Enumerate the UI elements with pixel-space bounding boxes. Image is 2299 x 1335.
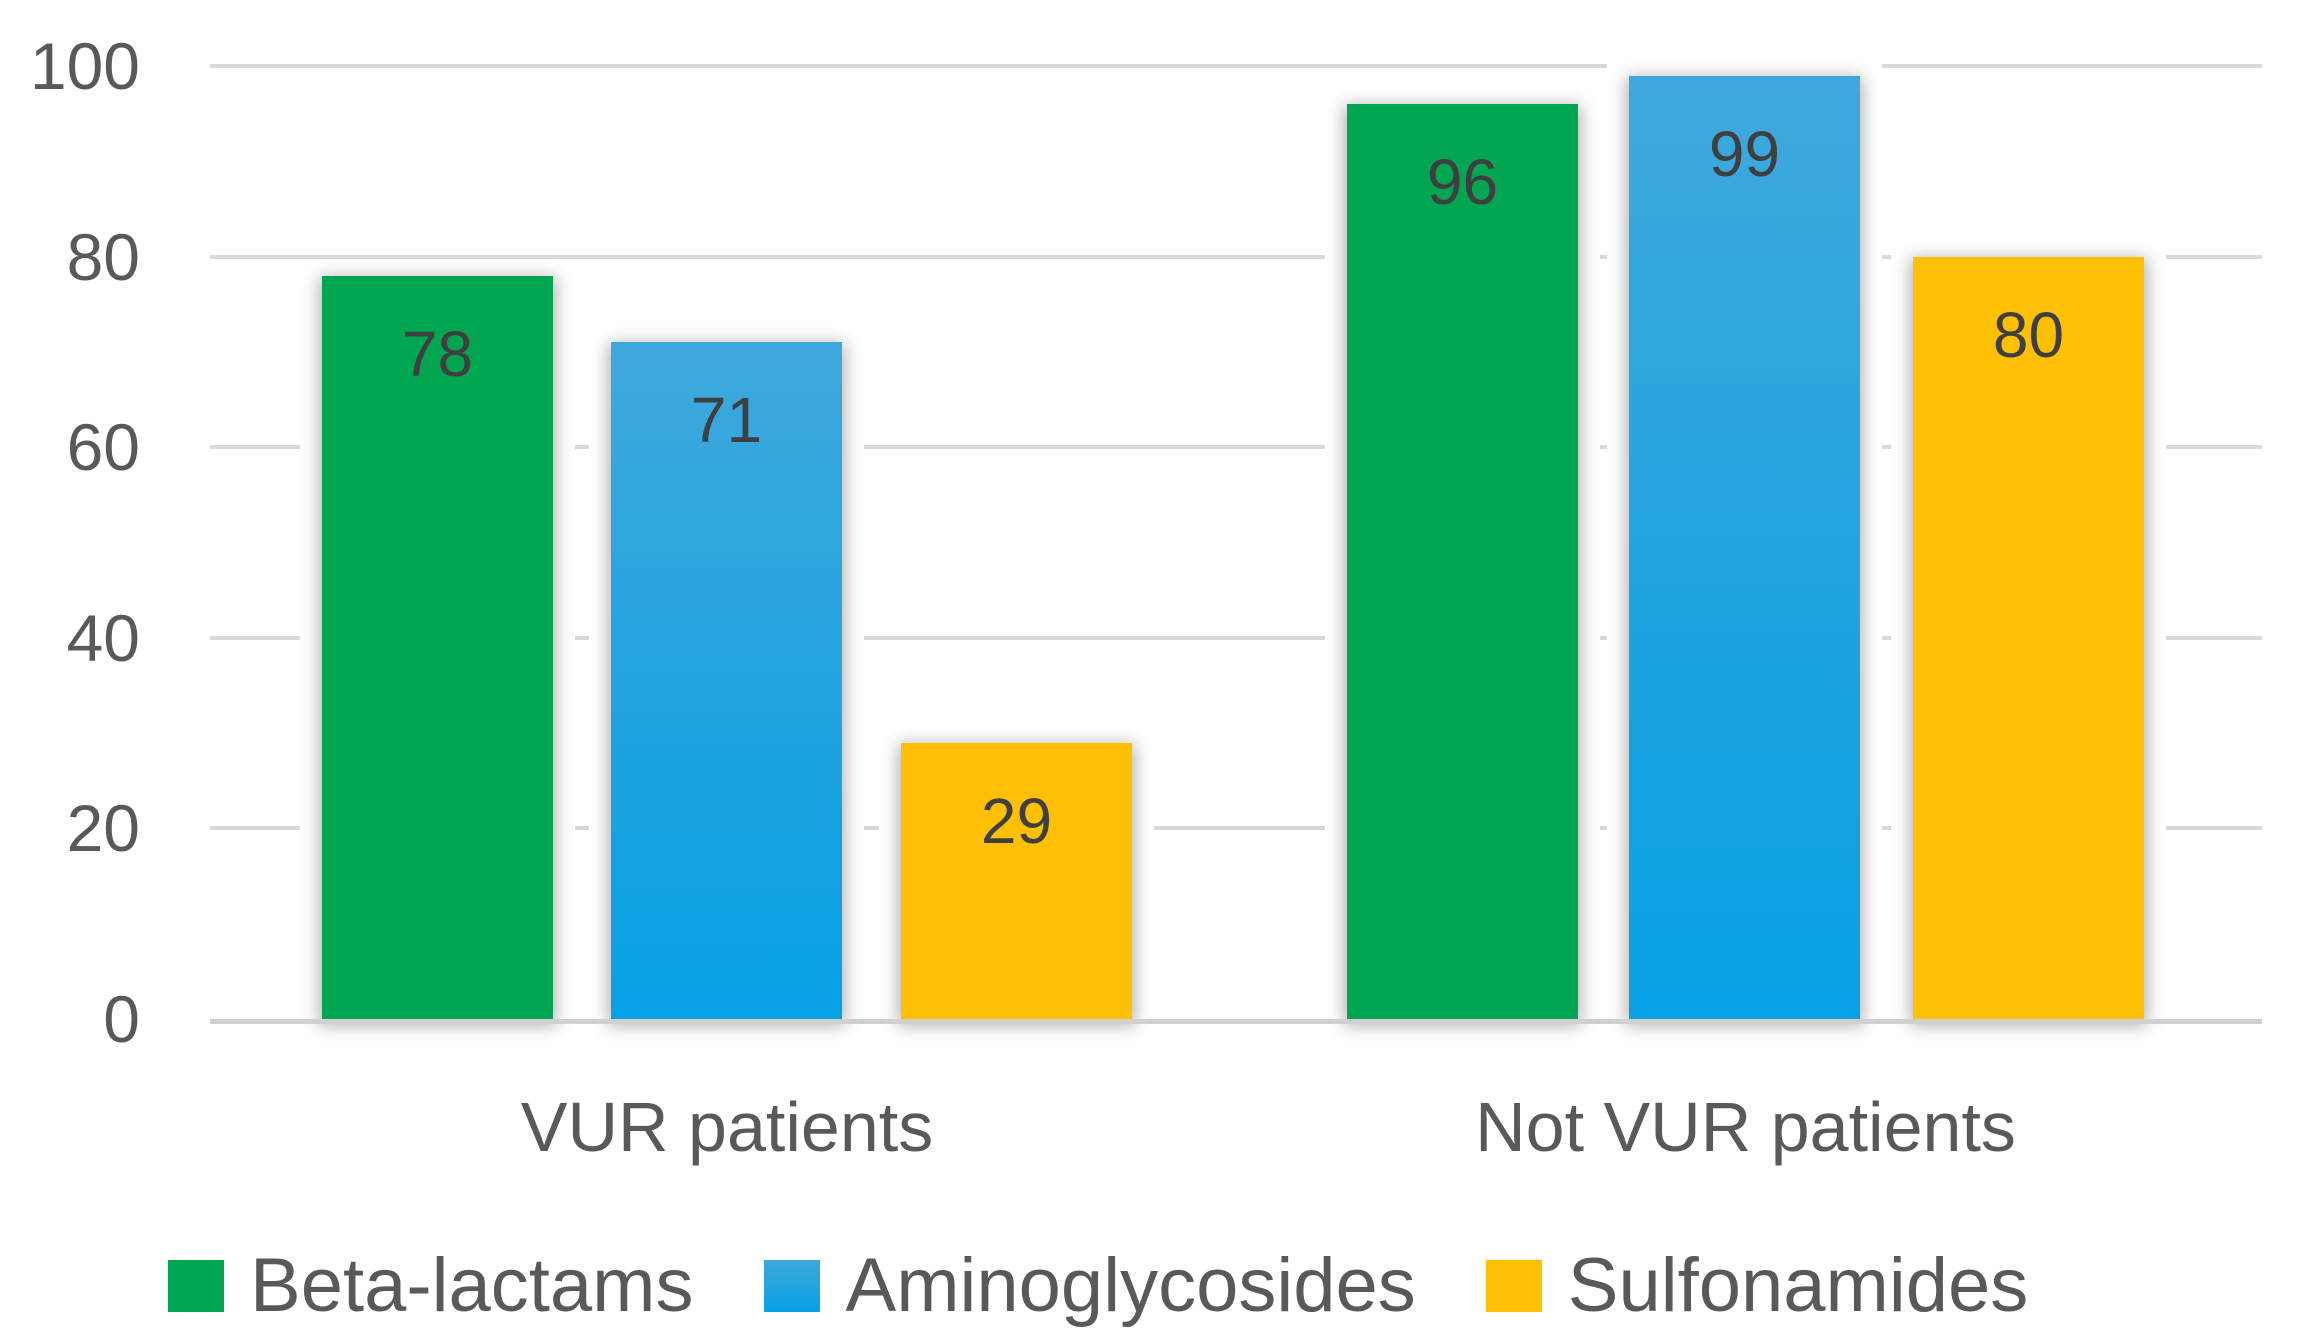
y-axis-tick-label-40: 40 xyxy=(66,600,140,675)
gridline-80 xyxy=(210,254,2262,259)
y-axis-tick-label-0: 0 xyxy=(103,982,140,1056)
legend-label-sulfonamides: Sulfonamides xyxy=(1567,1243,2029,1328)
y-axis-tick-label-80: 80 xyxy=(66,219,140,294)
bar-fill-aminoglycosides: 71 xyxy=(611,342,842,1019)
data-label-aminoglycosides-vur-patients: 71 xyxy=(690,384,763,456)
bar-sulfonamides-vur-patients: 29 xyxy=(879,729,1154,1019)
gridline-100 xyxy=(210,64,2262,68)
x-axis-line xyxy=(210,1019,2262,1024)
bar-aminoglycosides-vur-patients: 71 xyxy=(589,328,864,1019)
legend-swatch-beta-lactams xyxy=(168,1260,224,1312)
data-label-aminoglycosides-not-vur-patients: 99 xyxy=(1708,118,1781,190)
bar-beta-lactams-not-vur-patients: 96 xyxy=(1325,90,1600,1019)
legend-swatch-sulfonamides xyxy=(1485,1260,1542,1312)
y-axis-tick-label-100: 100 xyxy=(29,29,140,103)
gridline-40 xyxy=(210,635,2262,640)
legend: Beta-lactams Aminoglycosides Sulfonamides xyxy=(168,1248,2028,1324)
y-axis-tick-label-20: 20 xyxy=(66,791,140,866)
y-axis-tick-label-60: 60 xyxy=(66,410,140,485)
bar-fill-sulfonamides: 29 xyxy=(901,743,1132,1019)
bar-fill-beta-lactams: 78 xyxy=(322,276,553,1019)
legend-item-beta-lactams: Beta-lactams xyxy=(168,1248,694,1324)
data-label-beta-lactams-not-vur-patients: 96 xyxy=(1426,146,1499,218)
legend-item-aminoglycosides: Aminoglycosides xyxy=(763,1243,1416,1328)
data-label-sulfonamides-not-vur-patients: 80 xyxy=(1992,299,2065,371)
bar-aminoglycosides-not-vur-patients: 99 xyxy=(1607,62,1882,1019)
gridline-60 xyxy=(210,445,2262,450)
bar-sulfonamides-not-vur-patients: 80 xyxy=(1891,243,2166,1019)
legend-item-sulfonamides: Sulfonamides xyxy=(1485,1243,2029,1328)
bar-fill-beta-lactams: 96 xyxy=(1347,104,1578,1019)
bar-fill-sulfonamides: 80 xyxy=(1913,257,2144,1019)
gridline-20 xyxy=(210,826,2262,831)
x-axis-category-label-vur-patients: VUR patients xyxy=(520,1088,934,1166)
data-label-beta-lactams-vur-patients: 78 xyxy=(401,318,474,390)
legend-swatch-aminoglycosides xyxy=(763,1260,820,1312)
x-axis-category-label-not-vur-patients: Not VUR patients xyxy=(1475,1088,2016,1166)
bar-fill-aminoglycosides: 99 xyxy=(1629,76,1860,1019)
bar-beta-lactams-vur-patients: 78 xyxy=(300,262,575,1019)
legend-label-aminoglycosides: Aminoglycosides xyxy=(845,1243,1416,1328)
legend-label-beta-lactams: Beta-lactams xyxy=(250,1243,694,1328)
data-label-sulfonamides-vur-patients: 29 xyxy=(980,785,1053,857)
